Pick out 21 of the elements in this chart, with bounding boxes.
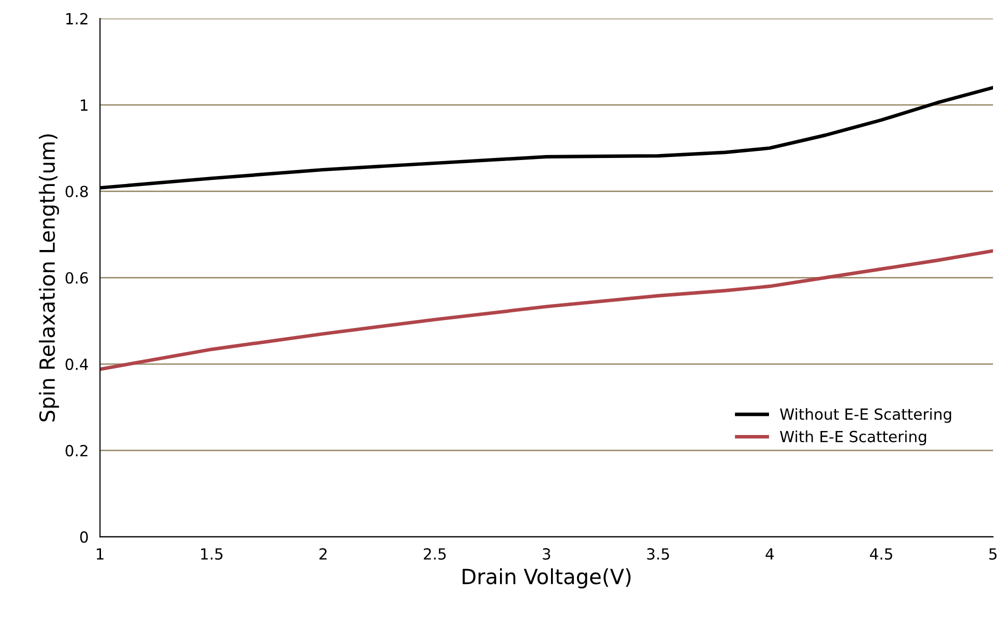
y-tick-label: 0.6: [66, 272, 88, 284]
y-axis-title: Spin Relaxation Length(um): [38, 134, 60, 422]
x-tick-label: 2.5: [424, 548, 446, 560]
x-tick-label: 5: [989, 548, 997, 560]
y-tick-label: 1: [80, 100, 88, 111]
y-tick-label: 1.2: [66, 12, 88, 24]
x-tick-label: 3: [542, 548, 550, 560]
x-axis-title: Drain Voltage(V): [462, 568, 631, 588]
legend-label: Without E-E Scattering: [780, 408, 952, 423]
legend-label: With E-E Scattering: [780, 430, 926, 446]
x-tick-label: 4.5: [870, 548, 892, 560]
line-series: [100, 249, 993, 371]
x-tick-label: 1.5: [201, 548, 222, 560]
x-tick-label: 3.5: [647, 548, 669, 560]
x-tick-label: 1: [96, 548, 104, 560]
y-tick-label: 0.8: [66, 186, 88, 198]
y-tick-label: 0.2: [66, 444, 88, 456]
y-tick-label: 0.4: [66, 358, 88, 370]
x-tick-label: 4: [766, 548, 774, 560]
y-tick-label: 0: [80, 531, 88, 543]
x-tick-label: 2: [320, 548, 327, 560]
